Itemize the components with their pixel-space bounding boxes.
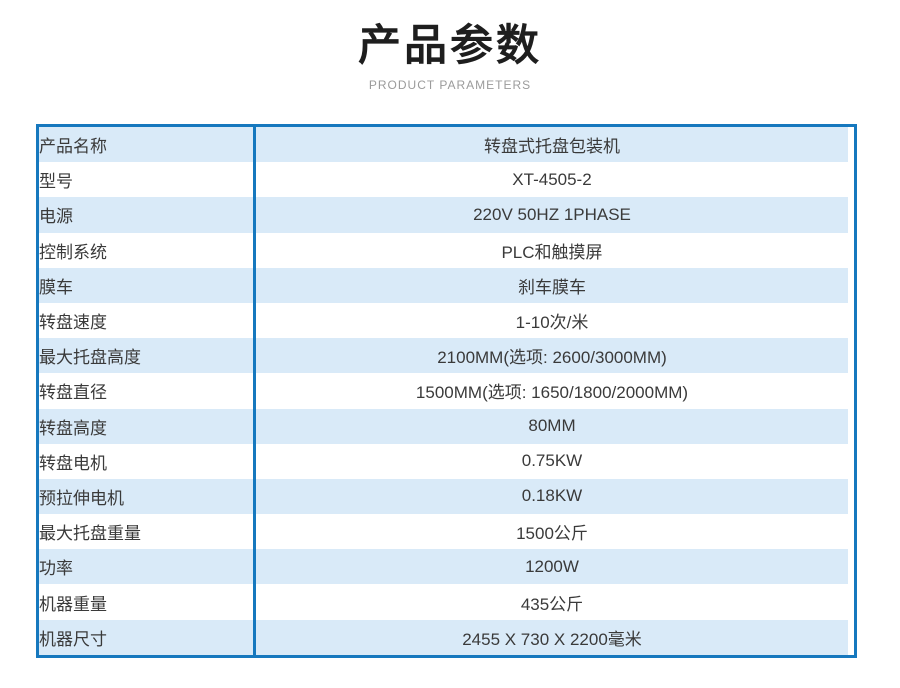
spec-value-cell: 220V 50HZ 1PHASE xyxy=(253,197,854,233)
table-row: 最大托盘高度 2100MM(选项: 2600/3000MM) xyxy=(39,338,854,374)
table-row: 机器尺寸 2455 X 730 X 2200毫米 xyxy=(39,619,854,655)
table-row: 最大托盘重量 1500公斤 xyxy=(39,514,854,550)
spec-value-cell: PLC和触摸屏 xyxy=(253,232,854,268)
spec-table: 产品名称 转盘式托盘包装机 型号 XT-4505-2 电源 220V 50HZ 1PHAS… xyxy=(36,124,857,658)
table-row: 转盘直径 1500MM(选项: 1650/1800/2000MM) xyxy=(39,373,854,409)
spec-value-cell: 0.75KW xyxy=(253,443,854,479)
spec-value-cell: 80MM xyxy=(253,408,854,444)
spec-value-cell: 435公斤 xyxy=(253,584,854,620)
spec-label-cell: 膜车 xyxy=(39,267,255,303)
page-header: 产品参数 PRODUCT PARAMETERS xyxy=(0,0,900,92)
table-row: 膜车 刹车膜车 xyxy=(39,267,854,303)
spec-label-cell: 型号 xyxy=(39,162,255,198)
spec-label-cell: 电源 xyxy=(39,197,255,233)
page-title: 产品参数 xyxy=(358,22,542,70)
table-row: 机器重量 435公斤 xyxy=(39,584,854,620)
spec-value-cell: 刹车膜车 xyxy=(253,267,854,303)
spec-value-cell: 1500公斤 xyxy=(253,514,854,550)
table-row: 转盘电机 0.75KW xyxy=(39,443,854,479)
spec-label-cell: 转盘高度 xyxy=(39,408,255,444)
spec-label-cell: 转盘电机 xyxy=(39,443,255,479)
spec-label-cell: 转盘直径 xyxy=(39,373,255,409)
page-subtitle: PRODUCT PARAMETERS xyxy=(368,77,532,92)
table-row: 功率 1200W xyxy=(39,549,854,585)
spec-label-cell: 机器重量 xyxy=(39,584,255,620)
spec-value-cell: 2455 X 730 X 2200毫米 xyxy=(253,619,854,655)
table-row: 转盘高度 80MM xyxy=(39,408,854,444)
spec-value-cell: 转盘式托盘包装机 xyxy=(253,127,854,163)
spec-value-cell: XT-4505-2 xyxy=(253,162,854,198)
table-row: 转盘速度 1-10次/米 xyxy=(39,302,854,339)
table-row: 控制系统 PLC和触摸屏 xyxy=(39,232,854,268)
spec-label-cell: 预拉伸电机 xyxy=(39,478,255,515)
spec-label-cell: 产品名称 xyxy=(39,127,255,163)
spec-label-cell: 功率 xyxy=(39,549,255,585)
spec-value-cell: 1-10次/米 xyxy=(253,302,854,339)
spec-value-cell: 1200W xyxy=(253,549,854,585)
table-row: 产品名称 转盘式托盘包装机 xyxy=(39,127,854,163)
spec-label-cell: 控制系统 xyxy=(39,232,255,268)
spec-value-cell: 2100MM(选项: 2600/3000MM) xyxy=(253,338,854,374)
table-row: 电源 220V 50HZ 1PHASE xyxy=(39,197,854,233)
spec-value-cell: 0.18KW xyxy=(253,478,854,515)
spec-label-cell: 最大托盘高度 xyxy=(39,338,255,374)
spec-table-body: 产品名称 转盘式托盘包装机 型号 XT-4505-2 电源 220V 50HZ 1PHAS… xyxy=(39,127,854,655)
spec-label-cell: 最大托盘重量 xyxy=(39,514,255,550)
spec-table-grid: 产品名称 转盘式托盘包装机 型号 XT-4505-2 电源 220V 50HZ 1PHAS… xyxy=(39,127,854,655)
table-row: 型号 XT-4505-2 xyxy=(39,162,854,198)
spec-label-cell: 转盘速度 xyxy=(39,302,255,339)
spec-value-cell: 1500MM(选项: 1650/1800/2000MM) xyxy=(253,373,854,409)
spec-label-cell: 机器尺寸 xyxy=(39,619,255,655)
table-row: 预拉伸电机 0.18KW xyxy=(39,478,854,515)
